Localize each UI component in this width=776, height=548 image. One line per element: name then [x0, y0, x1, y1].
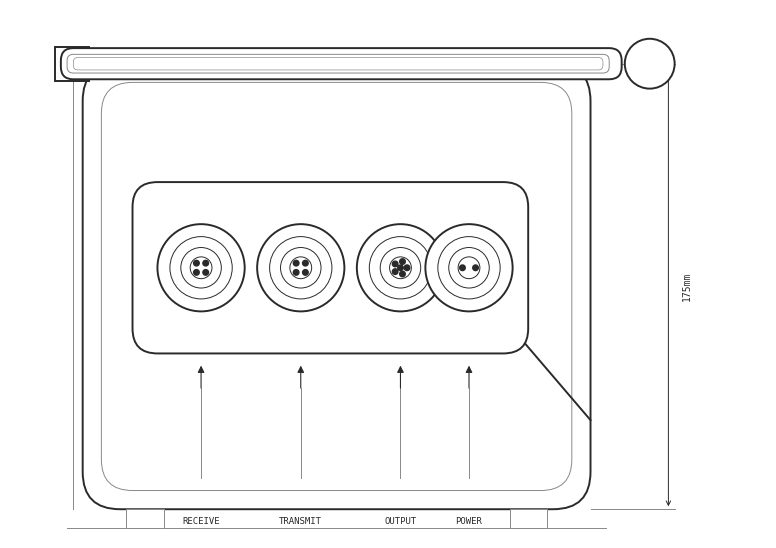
Bar — [510, 509, 547, 528]
Bar — [54, 47, 89, 81]
Circle shape — [473, 265, 478, 271]
Circle shape — [280, 248, 321, 288]
Circle shape — [158, 224, 244, 311]
Text: TRANSMIT: TRANSMIT — [279, 517, 322, 526]
FancyBboxPatch shape — [83, 64, 591, 509]
FancyBboxPatch shape — [133, 182, 528, 353]
Circle shape — [458, 257, 480, 279]
FancyBboxPatch shape — [61, 48, 622, 79]
Circle shape — [400, 271, 405, 277]
Circle shape — [397, 265, 404, 271]
Circle shape — [194, 260, 199, 266]
Circle shape — [303, 270, 308, 275]
FancyBboxPatch shape — [73, 58, 603, 70]
Circle shape — [357, 224, 444, 311]
Circle shape — [425, 224, 513, 311]
Circle shape — [459, 265, 466, 271]
Circle shape — [303, 260, 308, 266]
Circle shape — [257, 224, 345, 311]
Circle shape — [293, 260, 299, 266]
Circle shape — [400, 259, 405, 264]
Circle shape — [170, 237, 232, 299]
Circle shape — [438, 237, 501, 299]
Text: 175mm: 175mm — [682, 272, 692, 301]
Text: OUTPUT: OUTPUT — [384, 517, 417, 526]
FancyBboxPatch shape — [67, 54, 609, 73]
Circle shape — [390, 257, 411, 279]
Circle shape — [393, 261, 398, 267]
Circle shape — [393, 269, 398, 275]
Circle shape — [269, 237, 332, 299]
Text: RECEIVE: RECEIVE — [182, 517, 220, 526]
FancyBboxPatch shape — [102, 82, 572, 490]
Circle shape — [190, 257, 212, 279]
Bar — [126, 509, 164, 528]
Circle shape — [203, 270, 209, 275]
Circle shape — [203, 260, 209, 266]
Circle shape — [290, 257, 312, 279]
Circle shape — [369, 237, 431, 299]
Text: POWER: POWER — [456, 517, 483, 526]
Circle shape — [181, 248, 221, 288]
Circle shape — [449, 248, 489, 288]
Circle shape — [194, 270, 199, 275]
Circle shape — [404, 265, 410, 271]
Circle shape — [625, 39, 674, 89]
Circle shape — [380, 248, 421, 288]
Circle shape — [293, 270, 299, 275]
